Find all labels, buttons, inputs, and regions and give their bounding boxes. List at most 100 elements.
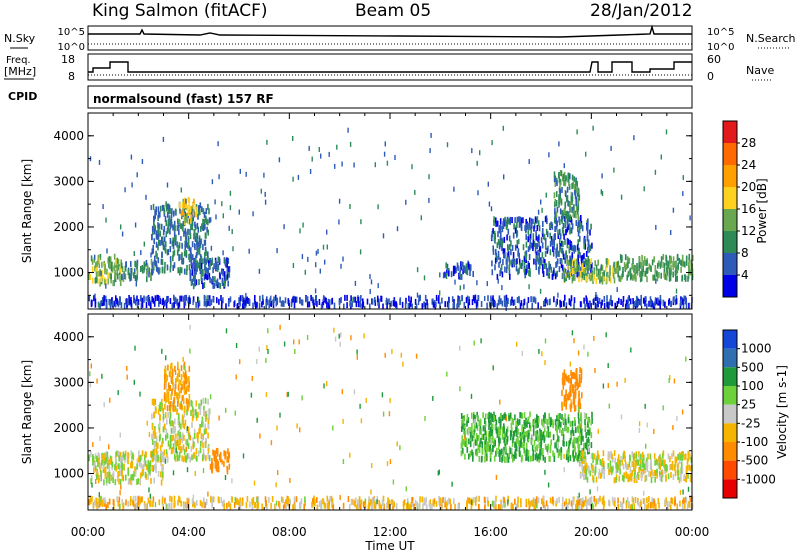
range-cell	[140, 462, 142, 469]
range-cell	[200, 440, 202, 447]
range-cell	[450, 271, 453, 278]
range-cell	[268, 302, 270, 309]
range-cell	[221, 500, 224, 507]
range-cell	[413, 503, 415, 510]
range-cell	[477, 295, 480, 302]
range-cell	[184, 234, 187, 241]
range-cell	[481, 448, 484, 454]
range-cell	[318, 299, 321, 305]
range-cell	[467, 497, 469, 504]
range-cell	[578, 418, 580, 424]
range-cell	[102, 497, 105, 504]
range-cell	[103, 295, 105, 302]
range-cell	[350, 302, 353, 309]
range-cell	[687, 486, 690, 492]
range-cell	[178, 301, 181, 308]
range-cell	[460, 273, 463, 280]
range-cell	[553, 244, 555, 251]
range-cell	[632, 274, 634, 281]
range-cell	[93, 466, 95, 473]
range-cell	[474, 418, 476, 425]
range-cell	[186, 242, 188, 249]
range-cell	[316, 497, 318, 504]
range-cell	[548, 418, 550, 425]
range-cell	[203, 428, 206, 435]
range-cell	[540, 498, 543, 505]
range-cell	[154, 454, 156, 461]
range-cell	[291, 298, 293, 305]
range-cell	[157, 222, 159, 229]
range-cell	[688, 452, 691, 459]
range-cell	[173, 249, 176, 256]
range-cell	[197, 297, 200, 303]
range-cell	[161, 451, 163, 458]
range-cell	[117, 390, 119, 396]
range-cell	[173, 403, 175, 410]
range-cell	[576, 271, 578, 278]
range-cell	[161, 441, 163, 448]
range-cell	[109, 299, 111, 305]
range-cell	[116, 475, 119, 482]
range-cell	[549, 232, 551, 239]
range-cell	[185, 374, 188, 381]
range-cell	[95, 479, 97, 484]
range-cell	[203, 300, 206, 307]
range-cell	[633, 273, 636, 280]
range-cell	[517, 420, 519, 426]
range-cell	[171, 388, 173, 395]
range-cell	[441, 498, 443, 505]
range-cell	[596, 296, 599, 303]
range-cell	[560, 452, 563, 459]
range-cell	[186, 502, 189, 509]
range-cell	[214, 276, 216, 283]
range-cell	[472, 417, 475, 424]
range-cell	[577, 350, 580, 356]
range-cell	[157, 408, 160, 415]
range-cell	[299, 228, 301, 234]
range-cell	[682, 191, 684, 197]
range-cell	[446, 499, 449, 506]
range-cell	[550, 439, 552, 446]
range-cell	[645, 296, 647, 303]
range-cell	[602, 272, 604, 279]
range-cell	[157, 257, 160, 264]
range-cell	[545, 228, 548, 235]
range-cell	[120, 484, 122, 490]
range-cell	[256, 301, 258, 308]
range-cell	[531, 455, 534, 462]
range-cell	[529, 425, 532, 432]
range-cell	[530, 242, 533, 249]
range-cell	[121, 499, 124, 506]
range-cell	[466, 413, 469, 420]
range-cell	[173, 453, 176, 460]
range-cell	[217, 141, 219, 147]
range-cell	[418, 502, 421, 509]
range-cell	[152, 247, 154, 254]
range-cell	[98, 497, 100, 504]
range-cell	[138, 504, 140, 511]
range-cell	[499, 218, 502, 225]
range-cell	[207, 295, 209, 302]
range-cell	[184, 370, 187, 377]
range-cell	[519, 450, 521, 457]
range-cell	[374, 297, 376, 303]
range-cell	[561, 404, 563, 411]
range-cell	[572, 496, 574, 503]
range-cell	[568, 419, 571, 426]
range-cell	[183, 250, 186, 257]
range-cell	[98, 492, 100, 498]
range-cell	[92, 277, 94, 284]
range-cell	[584, 459, 587, 466]
range-cell	[530, 218, 533, 225]
range-cell	[638, 421, 641, 427]
range-cell	[546, 430, 549, 437]
range-cell	[179, 269, 181, 276]
range-cell	[512, 434, 515, 441]
range-cell	[208, 260, 210, 267]
range-cell	[219, 273, 221, 280]
range-cell	[507, 499, 509, 505]
range-cell	[638, 427, 641, 433]
range-cell	[367, 504, 370, 511]
range-cell	[560, 262, 563, 269]
range-cell	[500, 267, 502, 274]
